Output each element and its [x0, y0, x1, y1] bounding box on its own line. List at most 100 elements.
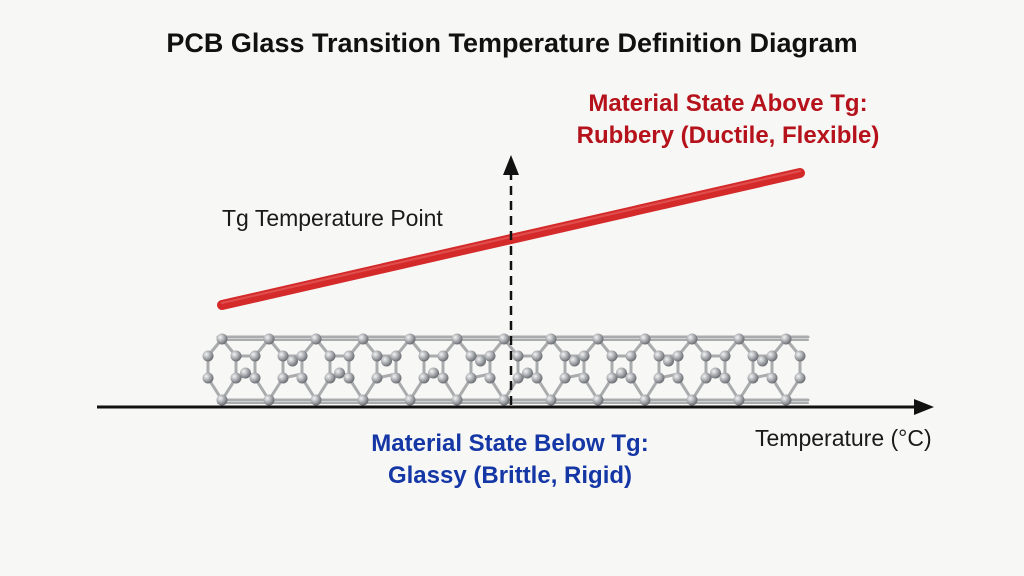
lattice-atom [639, 333, 651, 345]
lattice-atom [512, 350, 524, 362]
lattice-atom [522, 367, 533, 379]
lattice-atom [606, 372, 618, 384]
lattice-atom [766, 350, 778, 362]
lattice-atom [371, 372, 383, 384]
lattice-atom [484, 372, 496, 384]
lattice-atom [484, 350, 496, 362]
lattice-atom [277, 372, 289, 384]
lattice-atom [498, 333, 510, 345]
lattice-atom [249, 350, 261, 362]
lattice-atom [578, 372, 590, 384]
lattice-atom [531, 350, 543, 362]
lattice-atom [465, 350, 477, 362]
lattice-atom [780, 394, 792, 406]
lattice-atom [710, 367, 721, 379]
lattice-atom [653, 372, 665, 384]
lattice-atom [606, 350, 618, 362]
lattice-atom [277, 350, 289, 362]
tg-arrow-icon [503, 155, 519, 175]
lattice-atom [437, 350, 449, 362]
lattice-atom [733, 394, 745, 406]
lattice-atom [686, 394, 698, 406]
lattice-atom [404, 333, 416, 345]
lattice-atom [616, 367, 627, 379]
lattice-atom [343, 350, 355, 362]
lattice-atom [686, 333, 698, 345]
lattice-atom [672, 372, 684, 384]
lattice-atom [794, 350, 806, 362]
lattice-atom [719, 372, 731, 384]
lattice-atom [230, 350, 242, 362]
lattice-atom [672, 350, 684, 362]
below-tg-line1: Material State Below Tg: [371, 430, 649, 457]
lattice-atom [578, 350, 590, 362]
lattice-atom [559, 350, 571, 362]
lattice-atom [639, 394, 651, 406]
lattice-atom [719, 350, 731, 362]
lattice-atom [310, 333, 322, 345]
above-tg-line1: Material State Above Tg: [588, 90, 868, 117]
lattice-atom [437, 372, 449, 384]
below-tg-line2: Glassy (Brittle, Rigid) [387, 462, 633, 489]
lattice-atom [498, 394, 510, 406]
x-axis-label: Temperature (°C) [755, 425, 932, 451]
lattice-atom [475, 355, 486, 367]
lattice-atom [663, 355, 674, 367]
lattice-atom [592, 333, 604, 345]
lattice-atom [240, 367, 251, 379]
lattice-atom [766, 372, 778, 384]
lattice-atom [531, 372, 543, 384]
lattice-atom [559, 372, 571, 384]
lattice-atom [263, 333, 275, 345]
lattice-atom [451, 394, 463, 406]
lattice-atom [381, 355, 392, 367]
diagram-title: PCB Glass Transition Temperature Definit… [166, 28, 858, 58]
lattice-atom [357, 333, 369, 345]
lattice-atom [747, 350, 759, 362]
tg-temperature-point-label: Tg Temperature Point [222, 205, 443, 231]
lattice-atom [757, 355, 768, 367]
lattice-atom [334, 367, 345, 379]
lattice-atom [625, 350, 637, 362]
lattice-atom [263, 394, 275, 406]
lattice-atom [324, 350, 336, 362]
lattice-atom [371, 350, 383, 362]
lattice-atom [404, 394, 416, 406]
lattice-atom [625, 372, 637, 384]
lattice-atom [230, 372, 242, 384]
lattice-atom [390, 372, 402, 384]
lattice-atom [202, 372, 214, 384]
lattice-atom [592, 394, 604, 406]
lattice-atom [451, 333, 463, 345]
below-tg-label: Material State Below Tg: Glassy (Brittle… [320, 428, 700, 492]
lattice-atom [296, 372, 308, 384]
molecular-lattice-icon [202, 333, 810, 406]
lattice-atom [202, 350, 214, 362]
above-tg-line2: Rubbery (Ductile, Flexible) [576, 122, 880, 149]
x-axis-arrow-icon [914, 399, 934, 415]
lattice-atom [249, 372, 261, 384]
lattice-atom [465, 372, 477, 384]
lattice-atom [700, 350, 712, 362]
lattice-atom [545, 394, 557, 406]
lattice-atom [390, 350, 402, 362]
lattice-atom [545, 333, 557, 345]
lattice-atom [287, 355, 298, 367]
lattice-atom [418, 350, 430, 362]
lattice-atom [216, 394, 228, 406]
lattice-atom [343, 372, 355, 384]
lattice-atom [653, 350, 665, 362]
lattice-atom [296, 350, 308, 362]
lattice-atom [512, 372, 524, 384]
lattice-atom [324, 372, 336, 384]
lattice-atom [357, 394, 369, 406]
lattice-atom [700, 372, 712, 384]
lattice-atom [733, 333, 745, 345]
lattice-atom [428, 367, 439, 379]
lattice-atom [418, 372, 430, 384]
lattice-atom [747, 372, 759, 384]
lattice-atom [780, 333, 792, 345]
lattice-atom [794, 372, 806, 384]
lattice-atom [216, 333, 228, 345]
